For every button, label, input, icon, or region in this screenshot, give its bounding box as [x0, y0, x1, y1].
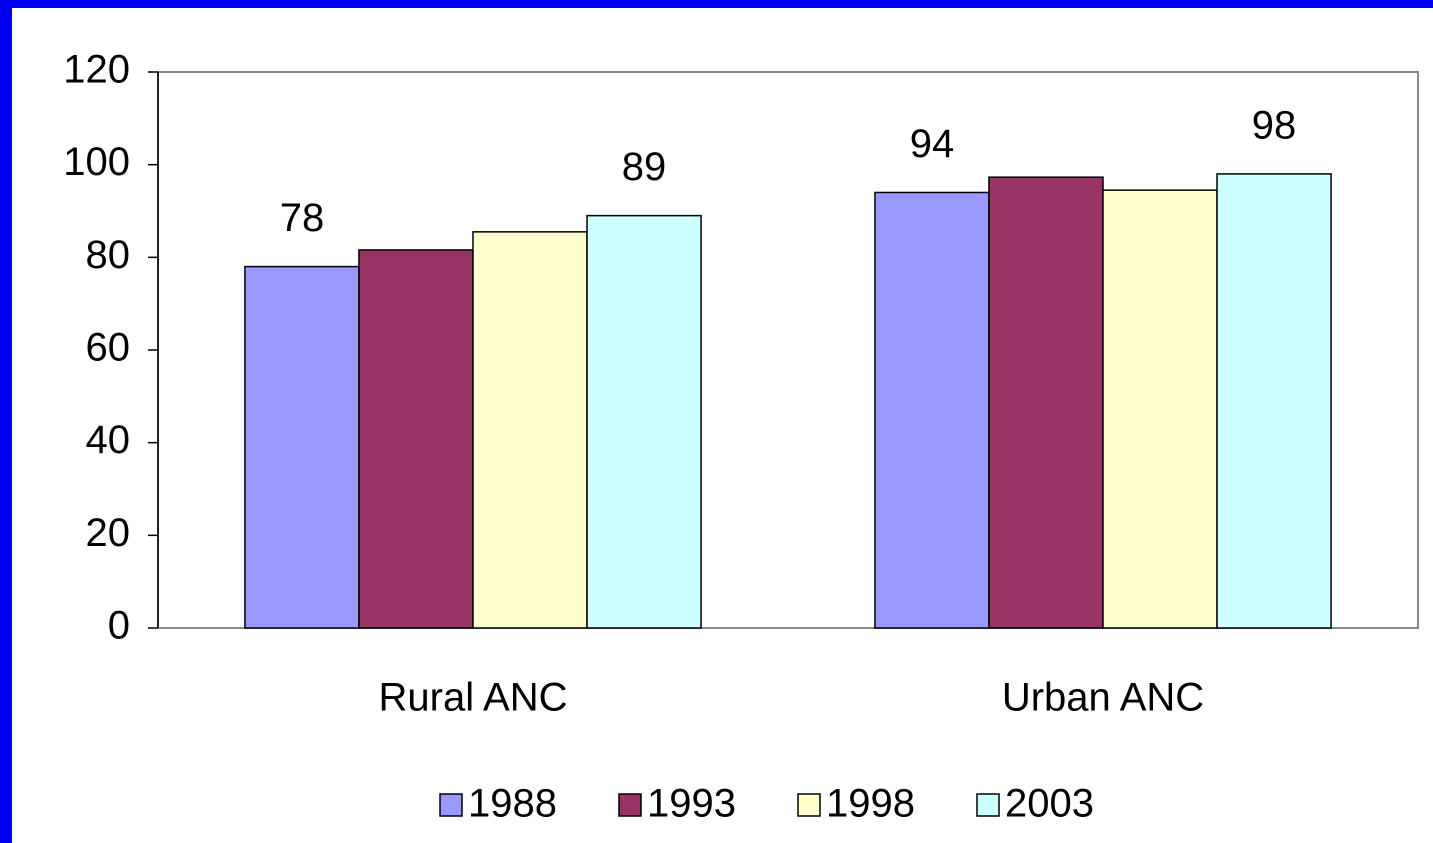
data-label: 89 [622, 145, 667, 189]
legend-label: 2003 [1005, 782, 1094, 826]
bar [244, 265, 360, 629]
data-label: 78 [280, 196, 325, 240]
legend-label: 1998 [826, 782, 915, 826]
left-border [0, 0, 12, 843]
bar [988, 176, 1104, 629]
legend-label: 1993 [647, 782, 736, 826]
top-border [0, 0, 1433, 8]
x-tick-label: Urban ANC [1002, 676, 1204, 720]
data-label: 98 [1252, 103, 1297, 147]
y-tick-label: 120 [63, 48, 130, 92]
y-tick-label: 20 [86, 511, 131, 555]
y-tick-label: 0 [108, 604, 130, 648]
y-tick-label: 80 [86, 233, 131, 277]
legend-swatch [439, 793, 463, 817]
bar [358, 249, 474, 629]
bar [874, 191, 990, 629]
legend-swatch [976, 793, 1000, 817]
bar [472, 231, 588, 629]
bar [1102, 189, 1218, 629]
x-tick-label: Rural ANC [379, 676, 568, 720]
bar [1216, 173, 1332, 629]
legend-label: 1988 [468, 782, 557, 826]
legend-swatch [618, 793, 642, 817]
legend-swatch [797, 793, 821, 817]
data-label: 94 [910, 122, 955, 166]
y-tick-label: 100 [63, 140, 130, 184]
y-tick-label: 40 [86, 418, 131, 462]
y-tick-label: 60 [86, 326, 131, 370]
bar [586, 214, 702, 629]
